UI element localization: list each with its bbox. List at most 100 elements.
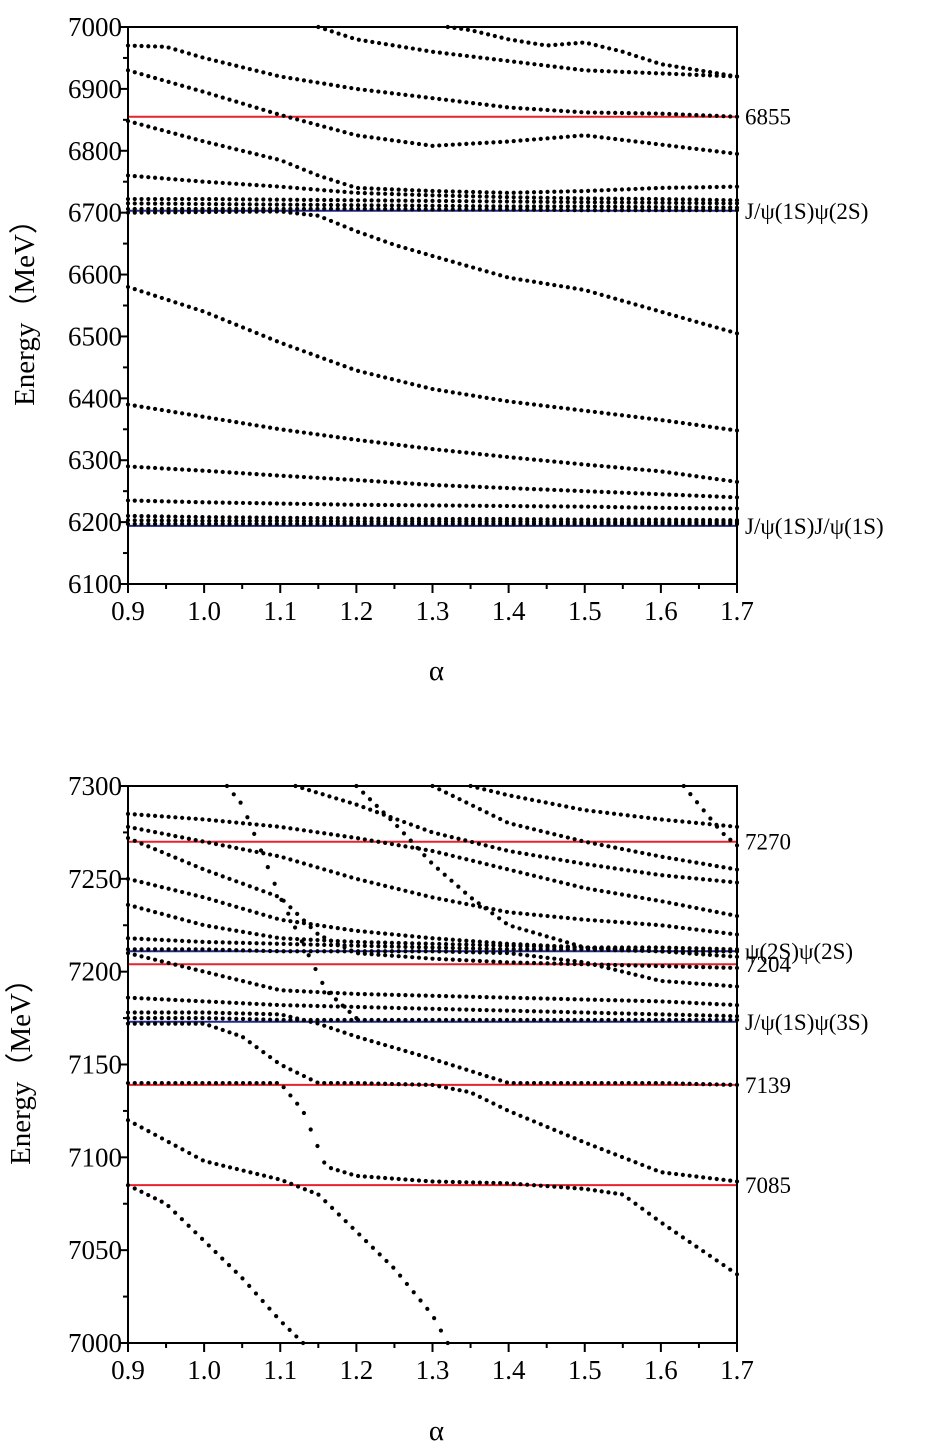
data-point <box>450 193 455 198</box>
data-point <box>571 942 576 947</box>
data-point <box>410 1082 415 1087</box>
data-point <box>213 58 219 63</box>
data-point <box>572 883 577 888</box>
data-point <box>180 938 185 943</box>
data-point <box>707 1013 713 1018</box>
data-point <box>728 198 733 203</box>
y-tick-label: 6800 <box>68 136 122 166</box>
data-point <box>349 198 354 203</box>
data-point <box>207 924 212 929</box>
data-point <box>268 1012 273 1017</box>
data-point <box>234 147 239 152</box>
data-point <box>701 965 706 970</box>
data-point <box>484 1098 489 1103</box>
data-point <box>403 198 408 203</box>
data-point <box>342 364 347 369</box>
data-point <box>531 1119 537 1124</box>
data-point <box>464 958 469 963</box>
data-point <box>531 1009 537 1014</box>
data-point <box>430 993 435 998</box>
data-point <box>343 1219 348 1224</box>
data-point <box>268 985 273 990</box>
data-point <box>701 861 706 866</box>
data-point <box>139 996 144 1001</box>
data-point <box>531 137 537 142</box>
data-point <box>240 515 246 520</box>
data-point <box>234 500 239 505</box>
data-point <box>484 946 489 951</box>
data-point <box>180 889 185 895</box>
data-point <box>180 1015 185 1021</box>
data-point <box>410 207 415 212</box>
data-point <box>457 1065 462 1070</box>
data-point <box>626 111 631 116</box>
data-point <box>261 851 266 856</box>
data-point <box>552 1080 557 1086</box>
data-point <box>613 891 618 896</box>
data-point <box>586 504 591 509</box>
data-point <box>369 135 374 140</box>
data-point <box>659 817 664 822</box>
data-point <box>680 315 685 321</box>
data-point <box>565 944 570 949</box>
data-point <box>247 521 252 527</box>
data-point <box>599 204 604 209</box>
data-point <box>605 810 610 815</box>
data-point <box>471 1007 476 1012</box>
data-point <box>193 206 198 212</box>
data-point <box>491 57 496 62</box>
data-point <box>328 1025 334 1031</box>
data-point <box>687 493 692 498</box>
data-point <box>193 816 198 821</box>
data-point <box>207 518 212 523</box>
data-point <box>674 1230 679 1235</box>
data-point <box>213 416 219 421</box>
data-point <box>396 1005 401 1011</box>
plot-frame <box>127 26 738 585</box>
data-point <box>410 203 415 208</box>
data-point <box>268 155 273 160</box>
data-point <box>477 942 482 948</box>
x-tick-label: 1.7 <box>720 596 754 626</box>
data-point <box>200 947 205 952</box>
data-point <box>498 516 503 522</box>
data-point <box>687 1239 692 1245</box>
data-point <box>227 844 232 849</box>
data-point <box>166 499 171 504</box>
data-point <box>245 815 250 820</box>
reference-line-label: ψ(2S)ψ(2S) <box>745 939 853 964</box>
data-point <box>579 287 584 292</box>
data-point <box>498 1008 503 1013</box>
data-point <box>152 830 158 835</box>
data-point <box>193 196 198 202</box>
data-point <box>646 963 652 968</box>
data-point <box>619 110 625 116</box>
data-point <box>728 478 733 484</box>
data-point <box>274 157 279 162</box>
data-point <box>457 189 462 194</box>
data-point <box>437 936 442 941</box>
data-point <box>234 1011 239 1016</box>
data-point <box>342 939 347 944</box>
data-point <box>403 1006 408 1011</box>
data-point <box>254 206 259 212</box>
data-point <box>442 872 447 877</box>
data-point <box>471 141 476 146</box>
data-point <box>484 452 489 457</box>
data-point <box>274 1080 279 1086</box>
data-point <box>383 949 388 954</box>
data-point <box>403 139 408 145</box>
data-point <box>552 996 557 1001</box>
data-point <box>592 204 598 209</box>
data-point <box>504 516 510 522</box>
data-point <box>680 185 685 190</box>
data-point <box>443 1017 449 1023</box>
data-point <box>220 926 225 931</box>
data-point <box>389 944 394 949</box>
data-point <box>707 1082 713 1087</box>
data-point <box>254 515 259 520</box>
data-point <box>423 251 428 257</box>
data-point <box>200 866 205 871</box>
data-point <box>383 944 388 949</box>
data-point <box>464 53 469 59</box>
